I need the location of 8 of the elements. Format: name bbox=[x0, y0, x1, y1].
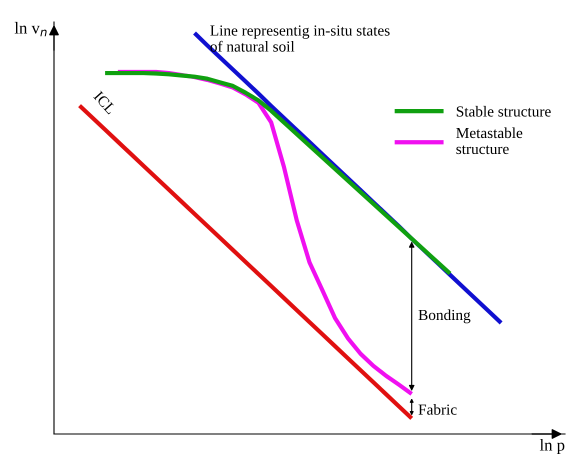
text: ICL bbox=[93, 90, 116, 115]
annotation: Fabric bbox=[418, 404, 457, 415]
y-axis-title: ln v$_{n}$ bbox=[14, 22, 47, 36]
legend-label: Stable structure bbox=[456, 106, 551, 117]
annotation: Bonding bbox=[418, 309, 470, 324]
legend-label: Metastable structure bbox=[456, 127, 522, 154]
x-axis-title: ln p bbox=[540, 438, 564, 454]
series-label: Line representig in-situ states of natural soil bbox=[210, 25, 390, 52]
